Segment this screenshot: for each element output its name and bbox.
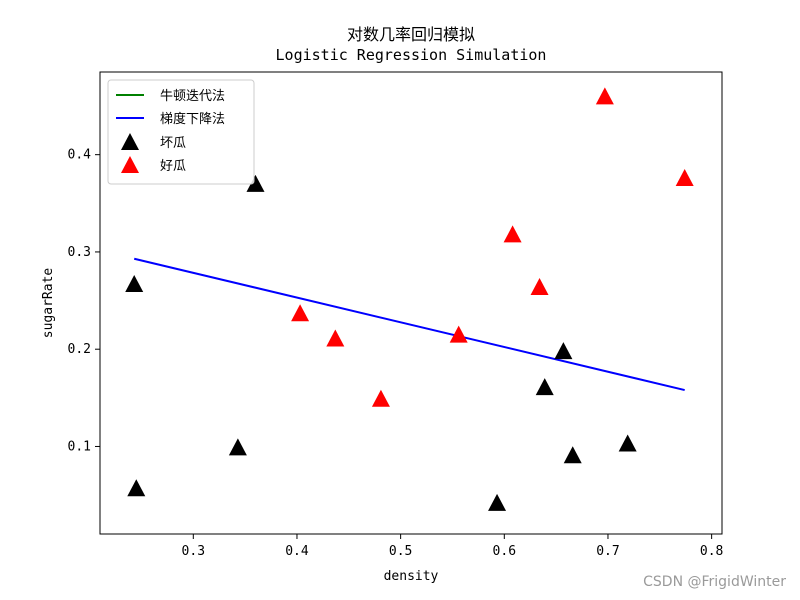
bad-melon-point xyxy=(127,479,146,497)
bad-melon-point xyxy=(125,275,144,293)
legend-box xyxy=(107,79,255,185)
legend-marker-good xyxy=(121,156,139,173)
x-tick-label: 0.6 xyxy=(493,544,516,559)
bad-melon-point xyxy=(488,493,507,511)
x-axis-label: density xyxy=(384,569,439,584)
x-tick-label: 0.4 xyxy=(285,544,309,559)
x-axis: 0.3 0.4 0.5 0.6 0.7 0.8 xyxy=(182,534,723,559)
good-melon-point xyxy=(595,87,614,105)
y-tick-label: 0.2 xyxy=(68,342,91,357)
y-tick-label: 0.1 xyxy=(68,439,91,454)
x-tick-label: 0.5 xyxy=(389,544,412,559)
series-points xyxy=(125,87,694,511)
chart-title: 对数几率回归模拟 xyxy=(347,25,475,44)
good-melon-point xyxy=(449,325,468,343)
y-axis-label: sugarRate xyxy=(41,268,56,339)
x-tick-label: 0.7 xyxy=(596,544,619,559)
x-tick-label: 0.3 xyxy=(182,544,205,559)
chart-subtitle: Logistic Regression Simulation xyxy=(276,46,547,64)
good-melon-point xyxy=(291,304,310,322)
watermark: CSDN @FrigidWinter xyxy=(643,574,786,590)
legend-label-good: 好瓜 xyxy=(160,159,186,174)
good-melon-point xyxy=(530,277,549,295)
series-line-1 xyxy=(133,257,685,392)
plot-frame xyxy=(99,71,723,535)
legend: 牛顿迭代法 梯度下降法 坏瓜 好瓜 xyxy=(107,79,255,185)
legend-label-bad: 坏瓜 xyxy=(160,136,186,151)
bad-melon-point xyxy=(554,342,573,360)
legend-label-gradient: 梯度下降法 xyxy=(160,111,225,127)
good-melon-point xyxy=(371,389,390,407)
bad-melon-point xyxy=(228,438,247,456)
good-melon-point xyxy=(503,225,522,243)
good-melon-point xyxy=(326,329,345,347)
x-tick-label: 0.8 xyxy=(700,544,723,559)
bad-melon-point xyxy=(246,174,265,192)
bad-melon-point xyxy=(535,378,554,396)
y-axis: 0.1 0.2 0.3 0.4 xyxy=(68,148,100,454)
good-melon-point xyxy=(675,169,694,187)
y-tick-label: 0.3 xyxy=(68,245,91,260)
bad-melon-point xyxy=(618,434,637,452)
legend-label-newton: 牛顿迭代法 xyxy=(160,89,225,104)
legend-marker-bad xyxy=(121,133,139,150)
series-lines xyxy=(133,257,685,392)
bad-melon-point xyxy=(563,446,582,464)
y-tick-label: 0.4 xyxy=(68,148,92,163)
